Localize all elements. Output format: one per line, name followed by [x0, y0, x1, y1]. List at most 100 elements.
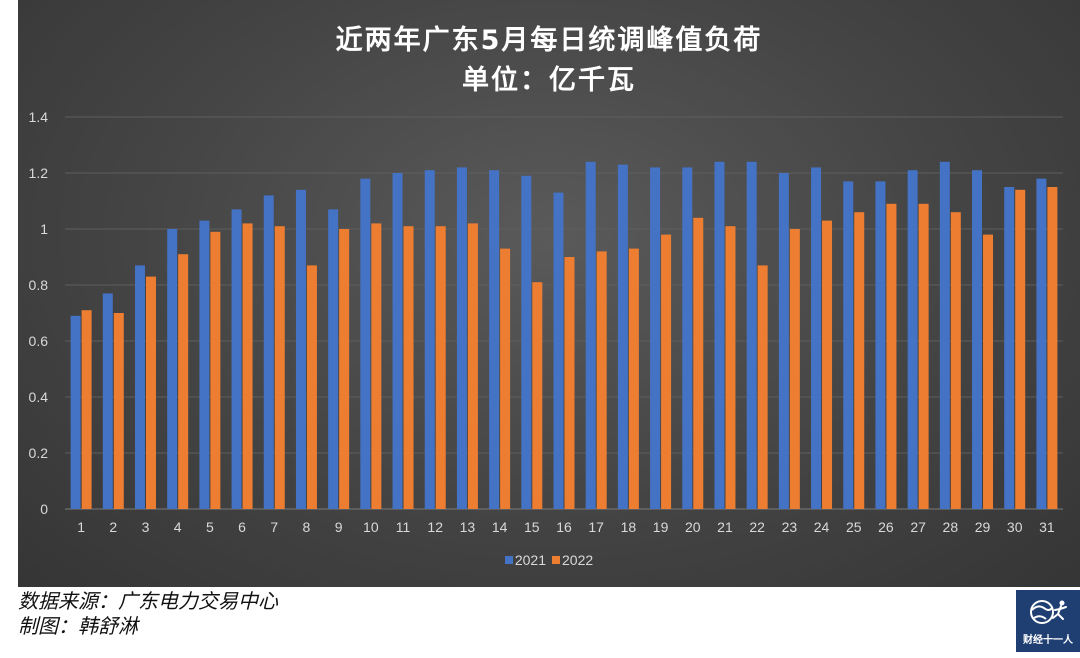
bar-2022-day-11: [403, 226, 414, 509]
brand-logo: 财经十一人: [1016, 590, 1080, 652]
bar-2022-day-12: [435, 226, 446, 509]
bar-2022-day-26: [886, 203, 897, 510]
bar-2021-day-4: [167, 229, 178, 509]
x-tick-label: 7: [270, 519, 278, 535]
bar-2022-day-8: [306, 265, 317, 509]
x-tick-label: 25: [846, 519, 862, 535]
bar-2021-day-22: [746, 161, 757, 510]
bar-2021-day-13: [456, 167, 467, 509]
x-tick-label: 3: [142, 519, 150, 535]
bar-2021-day-7: [263, 195, 274, 509]
x-tick-label: 29: [975, 519, 991, 535]
bar-2021-day-16: [553, 192, 564, 509]
bar-2021-day-2: [102, 293, 113, 509]
bar-2021-day-29: [972, 170, 983, 509]
x-tick-label: 15: [524, 519, 540, 535]
y-tick-label: 1.4: [29, 109, 49, 125]
y-tick-label: 1.2: [29, 165, 49, 181]
chart-title: 近两年广东5月每日统调峰值负荷: [335, 25, 763, 56]
x-tick-label: 14: [492, 519, 508, 535]
bar-2021-day-10: [360, 178, 371, 509]
bar-2022-day-13: [467, 223, 478, 509]
source-note: 数据来源：广东电力交易中心: [18, 589, 278, 613]
bar-2021-day-1: [70, 315, 81, 509]
bar-2022-day-30: [1015, 189, 1026, 510]
bar-2022-day-19: [661, 234, 672, 509]
bar-2022-day-23: [789, 229, 800, 509]
bar-2021-day-23: [778, 173, 789, 509]
x-tick-label: 19: [653, 519, 669, 535]
x-tick-label: 1: [77, 519, 85, 535]
bar-2022-day-9: [339, 229, 350, 509]
x-tick-label: 30: [1007, 519, 1023, 535]
bar-2021-day-21: [714, 161, 725, 510]
bar-2022-day-4: [178, 254, 189, 509]
x-tick-label: 11: [396, 519, 411, 535]
bar-2021-day-20: [682, 167, 693, 509]
legend-item-2021: 2021: [504, 552, 546, 568]
bar-2021-day-31: [1036, 178, 1047, 509]
x-tick-label: 31: [1039, 519, 1055, 535]
bar-2022-day-28: [950, 212, 961, 509]
bar-2022-day-3: [145, 276, 156, 509]
bar-2022-day-16: [564, 257, 575, 509]
bar-2022-day-25: [854, 212, 865, 509]
x-tick-label: 28: [943, 519, 959, 535]
x-tick-label: 23: [782, 519, 798, 535]
y-tick-label: 1: [40, 221, 48, 237]
bar-2022-day-2: [113, 313, 124, 509]
bar-2022-day-31: [1047, 187, 1058, 509]
bar-2022-day-6: [242, 223, 253, 509]
author-note: 制图：韩舒淋: [18, 614, 138, 638]
bar-2022-day-5: [210, 231, 221, 510]
bar-2022-day-7: [274, 226, 285, 509]
globe-runner-icon: [1030, 600, 1067, 624]
bar-2022-day-22: [757, 265, 768, 509]
bar-chart: 00.20.40.60.811.21.41 2 3 4 5 6 7 8 9 10 11 12 13 14 1…: [29, 109, 1063, 535]
y-tick-label: 0.2: [29, 445, 49, 461]
bar-2022-day-27: [918, 203, 929, 510]
chart-subtitle: 单位：亿千瓦: [462, 65, 636, 96]
x-tick-label: 12: [427, 519, 443, 535]
x-tick-label: 26: [878, 519, 894, 535]
bar-2022-day-10: [371, 223, 382, 509]
chart-legend: 2021 2022: [18, 552, 1080, 568]
bar-2021-day-17: [585, 161, 596, 510]
bar-2021-day-25: [843, 181, 854, 509]
bar-2021-day-8: [295, 189, 306, 510]
bar-2021-day-12: [424, 170, 435, 509]
x-tick-label: 8: [303, 519, 311, 535]
chart-panel: 近两年广东5月每日统调峰值负荷 单位：亿千瓦 0 0.2 0.4 0.6 0.8 1 1.2…: [18, 0, 1080, 587]
bar-2021-day-30: [1004, 187, 1015, 509]
x-tick-label: 4: [174, 519, 182, 535]
y-tick-label: 0.4: [29, 389, 49, 405]
bar-2021-day-11: [392, 173, 403, 509]
x-tick-label: 6: [238, 519, 246, 535]
x-tick-label: 10: [363, 519, 379, 535]
logo-text: 财经十一人: [1023, 635, 1073, 646]
x-tick-label: 18: [621, 519, 637, 535]
bar-2021-day-19: [650, 167, 661, 509]
bar-2022-day-29: [983, 234, 994, 509]
bar-2022-day-15: [532, 282, 543, 509]
y-tick-label: 0.8: [29, 277, 49, 293]
legend-swatch: [552, 556, 560, 564]
bar-2022-day-17: [596, 251, 607, 509]
x-tick-label: 13: [460, 519, 476, 535]
bar-2022-day-1: [81, 310, 92, 509]
x-tick-label: 22: [749, 519, 765, 535]
bar-2021-day-15: [521, 175, 532, 510]
bar-2021-day-18: [617, 164, 628, 509]
x-tick-label: 20: [685, 519, 701, 535]
bar-2021-day-14: [489, 170, 500, 509]
bar-2022-day-20: [693, 217, 704, 510]
legend-label: 2022: [562, 552, 594, 568]
bar-2021-day-26: [875, 181, 886, 509]
y-tick-label: 0.6: [29, 333, 49, 349]
bar-2021-day-9: [328, 209, 339, 509]
footer: 数据来源：广东电力交易中心 制图：韩舒淋: [18, 589, 278, 639]
x-tick-label: 9: [335, 519, 343, 535]
bar-2022-day-24: [822, 220, 833, 509]
bar-2021-day-27: [907, 170, 918, 509]
legend-label: 2021: [514, 552, 546, 568]
